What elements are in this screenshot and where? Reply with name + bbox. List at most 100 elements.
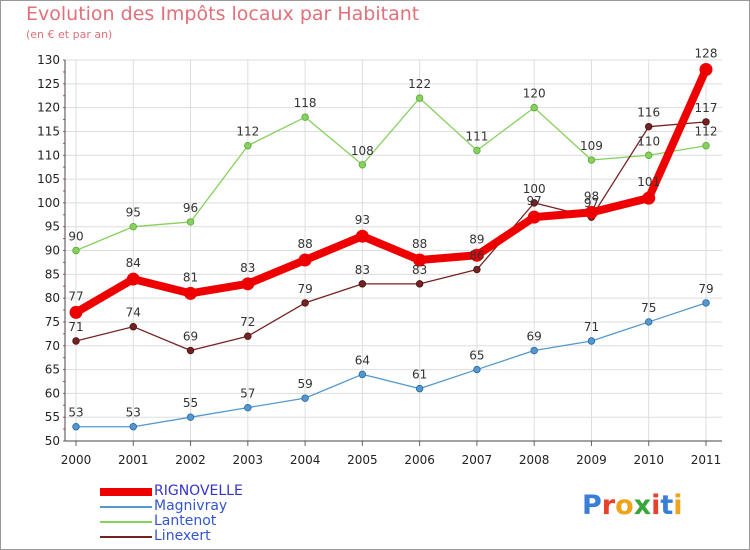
data-label-linexert: 117	[695, 101, 718, 115]
data-point-rignovelle	[298, 253, 312, 267]
data-label-linexert: 97	[584, 196, 599, 210]
data-label-lantenot: 120	[523, 87, 546, 101]
logo-letter: x	[633, 490, 652, 521]
y-tick-label: 120	[37, 101, 60, 115]
data-label-rignovelle: 89	[469, 232, 484, 246]
data-label-lantenot: 118	[294, 96, 317, 110]
data-point-magnivray	[129, 423, 137, 431]
x-tick-label: 2009	[576, 453, 607, 467]
data-point-rignovelle	[470, 248, 484, 262]
data-point-linexert	[244, 332, 252, 340]
data-point-lantenot	[415, 94, 424, 102]
x-tick-label: 2011	[691, 453, 722, 467]
data-label-lantenot: 111	[465, 129, 488, 143]
data-label-magnivray: 57	[240, 387, 255, 401]
data-point-lantenot	[530, 103, 538, 112]
data-point-rignovelle	[527, 210, 541, 224]
data-point-magnivray	[473, 365, 481, 374]
data-label-magnivray: 55	[183, 396, 198, 410]
y-tick-label: 55	[45, 410, 60, 424]
data-label-magnivray: 75	[641, 301, 656, 315]
legend-swatch-magnivray	[100, 506, 152, 508]
x-tick-label: 2010	[633, 453, 664, 467]
data-point-magnivray	[702, 299, 710, 307]
data-label-linexert: 69	[183, 330, 198, 344]
series-line-lantenot	[75, 97, 707, 252]
y-tick-label: 110	[37, 148, 60, 162]
data-point-lantenot	[587, 156, 596, 164]
legend-label-rignovelle: RIGNOVELLE	[154, 483, 243, 499]
x-tick-label: 2004	[290, 453, 321, 467]
data-label-magnivray: 53	[68, 406, 83, 420]
legend-label-lantenot: Lantenot	[154, 513, 217, 529]
data-label-magnivray: 61	[412, 368, 427, 382]
data-point-magnivray	[72, 423, 80, 431]
data-point-magnivray	[358, 370, 367, 379]
data-point-linexert	[473, 265, 481, 274]
data-point-rignovelle	[642, 191, 656, 205]
series-line-rignovelle	[72, 65, 710, 317]
data-label-magnivray: 59	[297, 377, 312, 391]
data-label-lantenot: 96	[183, 201, 198, 215]
data-point-rignovelle	[699, 63, 713, 77]
x-tick-label: 2003	[233, 453, 264, 467]
data-label-magnivray: 64	[355, 353, 370, 367]
logo-letter: i	[651, 490, 661, 521]
y-tick-label: 105	[37, 172, 60, 186]
chart-subtitle: (en € et par an)	[26, 28, 113, 41]
logo-letter: r	[601, 490, 616, 521]
logo-letter: t	[660, 490, 674, 521]
data-point-linexert	[645, 122, 653, 131]
data-point-linexert	[415, 280, 424, 288]
data-point-linexert	[186, 346, 195, 355]
data-label-rignovelle: 128	[695, 47, 718, 61]
x-tick-label: 2001	[118, 453, 149, 467]
y-tick-label: 95	[45, 220, 60, 234]
y-tick-label: 90	[45, 244, 60, 258]
x-tick-label: 2007	[462, 453, 493, 467]
data-label-linexert: 83	[412, 263, 427, 277]
legend-swatch-rignovelle	[100, 488, 152, 496]
data-label-rignovelle: 101	[637, 175, 660, 189]
series-line-linexert	[75, 121, 707, 352]
data-label-lantenot: 95	[126, 206, 141, 220]
y-tick-label: 100	[37, 196, 60, 210]
data-point-rignovelle	[413, 253, 427, 267]
data-point-magnivray	[244, 403, 252, 412]
data-point-lantenot	[186, 218, 195, 226]
data-point-linexert	[358, 280, 367, 288]
data-label-rignovelle: 77	[68, 289, 83, 303]
data-point-rignovelle	[126, 272, 140, 286]
y-tick-label: 70	[45, 339, 60, 353]
x-tick-label: 2005	[347, 453, 378, 467]
legend-swatch-linexert	[100, 536, 152, 538]
data-label-magnivray: 71	[584, 320, 599, 334]
data-label-rignovelle: 81	[183, 270, 198, 284]
data-point-rignovelle	[584, 205, 598, 219]
x-tick-label: 2008	[519, 453, 550, 467]
data-point-magnivray	[186, 413, 195, 421]
data-point-lantenot	[244, 142, 252, 150]
data-label-lantenot: 90	[68, 230, 83, 244]
data-label-linexert: 100	[523, 182, 546, 196]
y-tick-label: 130	[37, 53, 60, 67]
y-tick-label: 60	[45, 386, 60, 400]
data-label-lantenot: 112	[695, 125, 718, 139]
y-tick-label: 115	[37, 124, 60, 138]
data-label-linexert: 83	[355, 263, 370, 277]
legend-label-linexert: Linexert	[154, 528, 211, 544]
data-label-magnivray: 69	[527, 330, 542, 344]
data-point-rignovelle	[184, 286, 198, 300]
chart-title: Evolution des Impôts locaux par Habitant	[26, 3, 420, 25]
data-point-magnivray	[301, 394, 309, 402]
data-point-linexert	[530, 199, 538, 207]
logo-letter: o	[615, 490, 634, 521]
proxiti-logo: Proxiti	[582, 490, 683, 521]
x-tick-label: 2006	[404, 453, 435, 467]
data-point-rignovelle	[241, 277, 255, 291]
data-label-linexert: 74	[126, 306, 141, 320]
data-label-linexert: 71	[68, 320, 83, 334]
data-label-rignovelle: 88	[297, 237, 312, 251]
y-tick-label: 65	[45, 363, 60, 377]
legend-swatch-lantenot	[100, 521, 152, 523]
